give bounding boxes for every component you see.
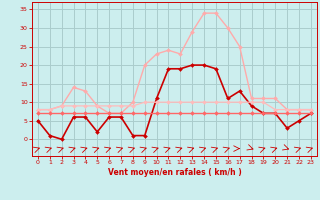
X-axis label: Vent moyen/en rafales ( km/h ): Vent moyen/en rafales ( km/h ) <box>108 168 241 177</box>
